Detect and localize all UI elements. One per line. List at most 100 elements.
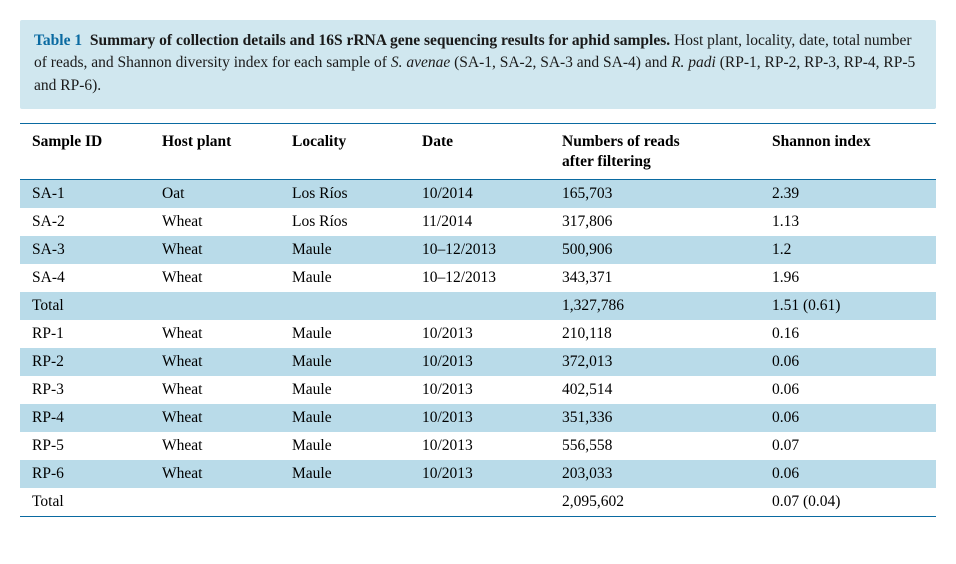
cell-c4: 10–12/2013 [410,264,550,292]
cell-c4: 10/2013 [410,460,550,488]
cell-c1: SA-2 [20,208,150,236]
cell-c4: 10/2013 [410,376,550,404]
table-body: SA-1OatLos Ríos10/2014165,7032.39SA-2Whe… [20,180,936,517]
table-row: RP-6WheatMaule10/2013203,0330.06 [20,460,936,488]
cell-c4 [410,292,550,320]
cell-c6: 0.06 [760,376,936,404]
cell-c2: Wheat [150,208,280,236]
cell-c4 [410,488,550,517]
table-row: RP-2WheatMaule10/2013372,0130.06 [20,348,936,376]
table-row: SA-4WheatMaule10–12/2013343,3711.96 [20,264,936,292]
cell-c1: RP-1 [20,320,150,348]
cell-c2: Wheat [150,404,280,432]
cell-c4: 10/2013 [410,404,550,432]
cell-c4: 11/2014 [410,208,550,236]
col-date: Date [410,124,550,180]
table-caption: Table 1 Summary of collection details an… [20,20,936,109]
cell-c3: Maule [280,264,410,292]
cell-c6: 2.39 [760,180,936,209]
cell-c6: 0.16 [760,320,936,348]
cell-c2: Wheat [150,264,280,292]
cell-c2: Wheat [150,320,280,348]
cell-c5: 1,327,786 [550,292,760,320]
cell-c4: 10/2013 [410,432,550,460]
cell-c5: 210,118 [550,320,760,348]
col-reads-l1: Numbers of reads [562,133,680,150]
cell-c4: 10–12/2013 [410,236,550,264]
table-row: RP-4WheatMaule10/2013351,3360.06 [20,404,936,432]
cell-c6: 0.06 [760,404,936,432]
cell-c3: Maule [280,404,410,432]
cell-c3: Maule [280,320,410,348]
cell-c5: 343,371 [550,264,760,292]
cell-c6: 1.2 [760,236,936,264]
cell-c2: Wheat [150,236,280,264]
table-row: RP-1WheatMaule10/2013210,1180.16 [20,320,936,348]
data-table: Sample ID Host plant Locality Date Numbe… [20,123,936,517]
cell-c1: SA-4 [20,264,150,292]
cell-c6: 0.07 (0.04) [760,488,936,517]
cell-c3: Maule [280,460,410,488]
cell-c6: 0.06 [760,348,936,376]
col-reads: Numbers of reads after filtering [550,124,760,180]
cell-c3: Los Ríos [280,208,410,236]
cell-c4: 10/2014 [410,180,550,209]
cell-c1: Total [20,488,150,517]
col-locality: Locality [280,124,410,180]
table-row: RP-3WheatMaule10/2013402,5140.06 [20,376,936,404]
col-sample-id: Sample ID [20,124,150,180]
cell-c3: Los Ríos [280,180,410,209]
cell-c1: Total [20,292,150,320]
cell-c5: 165,703 [550,180,760,209]
table-row: SA-1OatLos Ríos10/2014165,7032.39 [20,180,936,209]
cell-c1: SA-3 [20,236,150,264]
table-row: RP-5WheatMaule10/2013556,5580.07 [20,432,936,460]
cell-c1: RP-4 [20,404,150,432]
col-host-plant: Host plant [150,124,280,180]
cell-c3: Maule [280,432,410,460]
species-1: S. avenae [391,54,450,71]
cell-c2: Wheat [150,376,280,404]
cell-c3 [280,292,410,320]
table-row: SA-2WheatLos Ríos11/2014317,8061.13 [20,208,936,236]
cell-c1: RP-3 [20,376,150,404]
cell-c1: RP-5 [20,432,150,460]
col-reads-l2: after filtering [562,153,651,170]
cell-c6: 1.51 (0.61) [760,292,936,320]
species-2: R. padi [671,54,716,71]
cell-c2: Wheat [150,460,280,488]
col-shannon: Shannon index [760,124,936,180]
cell-c6: 1.13 [760,208,936,236]
cell-c5: 500,906 [550,236,760,264]
table-row: SA-3WheatMaule10–12/2013500,9061.2 [20,236,936,264]
cell-c3 [280,488,410,517]
table-figure: Table 1 Summary of collection details an… [20,20,936,517]
cell-c5: 317,806 [550,208,760,236]
cell-c2: Wheat [150,432,280,460]
table-row: Total 2,095,6020.07 (0.04) [20,488,936,517]
cell-c3: Maule [280,236,410,264]
cell-c5: 203,033 [550,460,760,488]
cell-c3: Maule [280,376,410,404]
cell-c6: 1.96 [760,264,936,292]
table-title: Summary of collection details and 16S rR… [90,32,670,49]
cell-c2: Wheat [150,348,280,376]
cell-c3: Maule [280,348,410,376]
cell-c1: RP-6 [20,460,150,488]
cell-c2 [150,292,280,320]
cell-c6: 0.06 [760,460,936,488]
cell-c5: 402,514 [550,376,760,404]
cell-c5: 372,013 [550,348,760,376]
table-head: Sample ID Host plant Locality Date Numbe… [20,124,936,180]
cell-c5: 556,558 [550,432,760,460]
table-row: Total 1,327,7861.51 (0.61) [20,292,936,320]
cell-c6: 0.07 [760,432,936,460]
cell-c2 [150,488,280,517]
cell-c4: 10/2013 [410,320,550,348]
cell-c5: 351,336 [550,404,760,432]
cell-c2: Oat [150,180,280,209]
cell-c1: RP-2 [20,348,150,376]
cell-c5: 2,095,602 [550,488,760,517]
cell-c4: 10/2013 [410,348,550,376]
cell-c1: SA-1 [20,180,150,209]
